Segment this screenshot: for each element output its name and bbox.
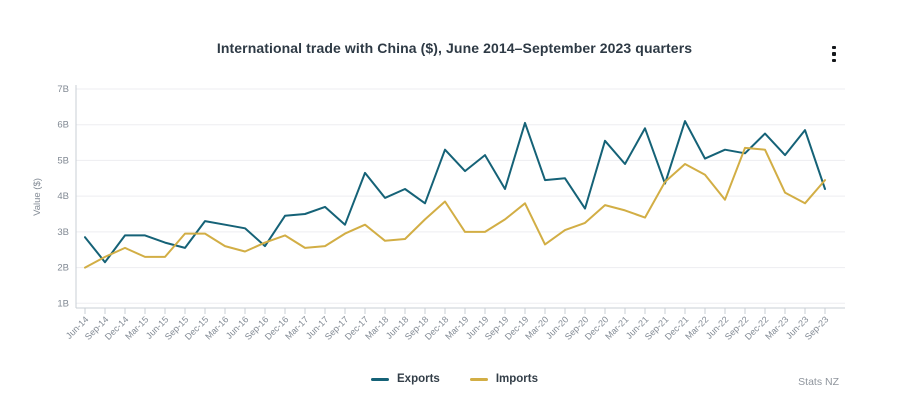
y-tick-label: 3B (57, 227, 69, 238)
line-chart-plot-area: 1B2B3B4B5B6B7BJun-14Sep-14Dec-14Mar-15Ju… (32, 84, 845, 342)
kebab-menu-icon (832, 58, 836, 63)
exports-line-series (84, 120, 826, 264)
y-tick-label: 6B (57, 120, 69, 131)
legend-item-exports[interactable]: Exports (371, 373, 440, 385)
imports-line-series (84, 146, 826, 269)
legend-label: Exports (397, 373, 440, 385)
legend-label: Imports (495, 373, 538, 385)
chart-legend: Exports Imports (0, 373, 909, 385)
kebab-menu-icon (832, 52, 836, 56)
chart-title: International trade with China ($), June… (216, 40, 693, 56)
kebab-menu-icon (832, 45, 836, 50)
y-tick-label: 1B (57, 298, 69, 309)
y-tick-label: 2B (57, 263, 69, 274)
legend-item-imports[interactable]: Imports (469, 373, 538, 385)
y-tick-label: 5B (57, 155, 69, 166)
attribution-text: Stats NZ (798, 376, 839, 388)
imports-swatch-icon (469, 377, 488, 381)
y-axis-title: Value ($) (32, 178, 43, 216)
chart-menu-button[interactable] (825, 42, 843, 66)
exports-swatch-icon (371, 377, 389, 381)
y-tick-label: 4B (57, 191, 69, 202)
y-tick-label: 7B (57, 84, 69, 95)
